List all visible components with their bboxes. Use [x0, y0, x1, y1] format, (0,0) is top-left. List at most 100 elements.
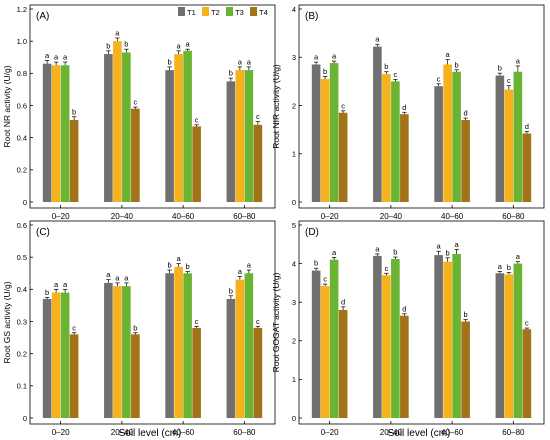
significance-label: a: [375, 244, 380, 253]
y-tick-label: 0.5: [17, 253, 27, 262]
bar-T2: [504, 274, 514, 418]
significance-label: b: [124, 40, 128, 49]
bar-T3: [183, 273, 192, 418]
bar-T3: [183, 50, 192, 202]
bar-T1: [42, 63, 52, 202]
bar-T4: [522, 329, 532, 418]
significance-label: b: [323, 67, 327, 76]
significance-label: b: [186, 262, 190, 271]
y-tick-label: 5: [292, 221, 296, 230]
significance-label: d: [464, 109, 468, 118]
y-axis-label: Root GS activity (U/g): [2, 281, 12, 363]
panel-3: 0 0.1 0.2 0.3 0.4 0.5 0.6 Root GS activity (U/g…: [2, 220, 276, 437]
significance-label: d: [525, 122, 529, 131]
plot-frame: [298, 220, 545, 425]
y-tick-label: 0.6: [17, 221, 27, 230]
significance-label: b: [507, 263, 511, 272]
significance-label: a: [63, 280, 68, 289]
significance-label: c: [134, 98, 138, 107]
x-tick-label: 60–80: [233, 212, 256, 221]
bar-T4: [69, 334, 79, 418]
y-tick-label: 3: [292, 298, 296, 307]
significance-label: a: [247, 57, 252, 66]
significance-label: a: [238, 267, 243, 276]
plot-frame: [29, 220, 276, 425]
y-tick-label: 0: [23, 198, 27, 207]
significance-label: b: [464, 310, 468, 319]
bar-T1: [311, 270, 321, 418]
bar-T4: [338, 309, 348, 418]
bar-T4: [253, 124, 263, 202]
significance-label: a: [498, 262, 503, 271]
legend-swatch-T3: [226, 7, 233, 16]
x-tick-label: 40–60: [172, 212, 195, 221]
y-tick-label: 0: [292, 414, 296, 423]
bar-T1: [42, 298, 52, 418]
bar-T2: [174, 266, 183, 418]
y-tick-label: 0.2: [17, 166, 27, 175]
significance-label: d: [341, 297, 345, 306]
x-tick-label: 20–40: [111, 212, 134, 221]
bar-T2: [235, 70, 245, 202]
x-tick-label: 20–40: [111, 428, 134, 437]
x-tick-label: 0–20: [321, 428, 339, 437]
y-tick-label: 2: [292, 337, 296, 346]
y-tick-label: 0.4: [17, 133, 27, 142]
significance-label: a: [247, 261, 252, 270]
bar-T2: [382, 74, 391, 202]
bar-T4: [192, 126, 201, 202]
significance-label: b: [133, 323, 137, 332]
y-axis-label: Root GOGAT activity (U/g): [271, 272, 281, 372]
bar-T2: [443, 261, 452, 418]
y-tick-label: 1: [292, 375, 296, 384]
x-tick-label: 40–60: [172, 428, 195, 437]
bar-T1: [165, 273, 174, 418]
significance-label: b: [72, 107, 76, 116]
significance-label: b: [498, 64, 502, 73]
legend-label-T3: T3: [235, 8, 244, 17]
bar-T4: [522, 133, 532, 202]
y-tick-label: 0: [23, 414, 27, 423]
bar-T3: [391, 258, 400, 418]
significance-label: c: [195, 115, 199, 124]
bar-T2: [113, 41, 122, 202]
bar-T2: [51, 65, 61, 203]
bar-T4: [338, 112, 348, 202]
significance-label: a: [446, 50, 451, 59]
significance-label: a: [516, 56, 521, 65]
y-tick-label: 0.4: [17, 285, 27, 294]
legend-label-T1: T1: [187, 8, 196, 17]
significance-label: b: [106, 41, 110, 50]
plot-frame: [298, 4, 545, 209]
x-tick-label: 40–60: [441, 428, 464, 437]
x-tick-label: 20–40: [380, 212, 403, 221]
y-axis-label: Root NIR activity (U/g): [271, 64, 281, 149]
significance-label: a: [375, 35, 380, 44]
xlabel-left: Soil level (cm): [119, 428, 182, 439]
panel-label: (A): [36, 11, 49, 22]
bar-T2: [51, 292, 61, 418]
legend: T1 T2 T3 T4: [178, 7, 268, 17]
y-tick-label: 0: [292, 198, 296, 207]
significance-label: a: [332, 52, 337, 61]
significance-label: c: [385, 264, 389, 273]
legend-label-T2: T2: [211, 8, 220, 17]
bar-T3: [244, 70, 254, 202]
bar-T3: [452, 71, 461, 202]
bar-T1: [373, 46, 382, 203]
significance-label: a: [177, 254, 182, 263]
significance-label: d: [402, 304, 406, 313]
bar-T4: [253, 327, 263, 418]
significance-label: c: [525, 319, 529, 328]
bar-T1: [495, 273, 505, 418]
significance-label: a: [177, 41, 182, 50]
significance-label: b: [314, 259, 318, 268]
bar-T3: [329, 259, 339, 418]
bar-T4: [461, 119, 470, 202]
significance-label: c: [256, 317, 260, 326]
x-tick-label: 60–80: [233, 428, 256, 437]
y-tick-label: 0.2: [17, 349, 27, 358]
bar-T1: [373, 255, 382, 418]
bar-T4: [400, 315, 409, 418]
significance-label: a: [238, 57, 243, 66]
